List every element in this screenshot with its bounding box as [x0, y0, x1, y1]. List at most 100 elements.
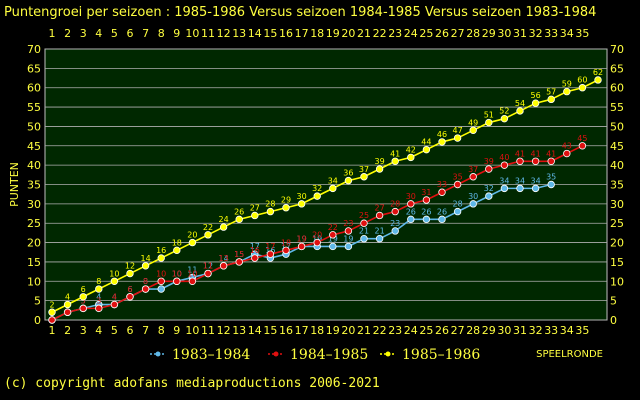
y-tick-label-right: 0 — [610, 314, 617, 327]
data-point — [578, 142, 587, 150]
data-label: 27 — [250, 203, 260, 212]
data-label: 8 — [143, 277, 148, 286]
data-point — [547, 157, 555, 165]
data-label: 4 — [112, 293, 117, 302]
data-point — [547, 180, 555, 189]
x-tick-label-top: 7 — [142, 27, 149, 40]
y-tick-label-right: 55 — [610, 101, 624, 114]
x-axis-label: SPEELRONDE — [536, 349, 603, 360]
data-label: 30 — [297, 192, 307, 201]
data-label: 18 — [172, 238, 182, 247]
data-point — [500, 114, 509, 123]
x-tick-label-top: 1 — [49, 27, 56, 40]
data-point — [422, 196, 431, 204]
legend-label: 1985–1986 — [402, 347, 480, 363]
data-point — [204, 269, 212, 278]
x-tick-label-top: 17 — [295, 27, 309, 40]
data-label: 42 — [406, 145, 416, 154]
data-label: 24 — [219, 215, 229, 224]
x-tick-label-top: 12 — [217, 27, 231, 40]
data-label: 12 — [203, 262, 213, 271]
data-point — [469, 126, 477, 134]
data-label: 30 — [406, 192, 416, 201]
x-tick-label-bottom: 19 — [326, 324, 340, 337]
data-label: 40 — [499, 153, 509, 162]
data-label: 26 — [437, 207, 447, 216]
copyright-text: (c) copyright adofans mediaproductions 2… — [4, 376, 380, 391]
data-label: 46 — [437, 130, 447, 139]
data-point — [282, 204, 290, 212]
data-point — [391, 157, 399, 165]
data-label: 35 — [546, 173, 556, 182]
data-label: 10 — [172, 269, 182, 278]
y-tick-label-left: 15 — [27, 256, 41, 269]
y-tick-label-left: 30 — [27, 198, 41, 211]
y-tick-label-left: 0 — [34, 314, 41, 327]
data-point — [329, 184, 337, 193]
data-label: 39 — [375, 157, 385, 166]
legend-label: 1983–1984 — [172, 347, 250, 363]
x-tick-label-bottom: 15 — [263, 324, 277, 337]
data-label: 28 — [265, 200, 275, 209]
data-point — [141, 262, 150, 270]
data-label: 56 — [531, 91, 541, 100]
data-label: 10 — [172, 269, 182, 278]
data-label: 41 — [515, 149, 525, 158]
data-label: 45 — [577, 134, 587, 143]
data-label: 36 — [343, 169, 353, 178]
x-tick-label-bottom: 20 — [341, 324, 355, 337]
data-label: 16 — [156, 246, 166, 255]
y-axis-label: PUNTEN — [8, 162, 21, 207]
data-label: 17 — [250, 242, 260, 251]
data-point — [313, 192, 321, 200]
data-point — [329, 242, 337, 251]
x-tick-label-top: 33 — [544, 27, 558, 40]
x-tick-label-top: 5 — [111, 27, 118, 40]
x-tick-label-top: 10 — [185, 27, 199, 40]
x-tick-label-top: 28 — [466, 27, 480, 40]
data-point — [219, 262, 228, 270]
data-label: 35 — [453, 173, 463, 182]
y-tick-label-right: 15 — [610, 256, 624, 269]
data-label: 4 — [96, 293, 101, 302]
data-label: 15 — [234, 250, 244, 259]
x-tick-label-top: 19 — [326, 27, 340, 40]
data-point — [547, 95, 555, 104]
data-point — [204, 231, 212, 239]
data-label: 28 — [453, 200, 463, 209]
data-label: 52 — [499, 107, 509, 116]
data-label: 10 — [156, 269, 166, 278]
x-tick-label-bottom: 17 — [295, 324, 309, 337]
data-label: 30 — [468, 192, 478, 201]
data-label: 20 — [312, 231, 322, 240]
data-point — [360, 234, 368, 243]
y-tick-label-left: 45 — [27, 140, 41, 153]
x-tick-label-top: 16 — [279, 27, 293, 40]
data-point — [407, 215, 415, 224]
x-tick-label-bottom: 16 — [279, 324, 293, 337]
x-tick-label-top: 25 — [419, 27, 433, 40]
data-point — [329, 231, 337, 239]
data-label: 19 — [297, 234, 307, 243]
x-tick-label-bottom: 9 — [173, 324, 180, 337]
data-label: 25 — [359, 211, 369, 220]
x-tick-label-top: 24 — [404, 27, 418, 40]
data-point — [251, 254, 259, 262]
y-tick-label-right: 10 — [610, 275, 624, 288]
data-label: 33 — [437, 180, 447, 189]
x-tick-label-bottom: 1 — [49, 324, 56, 337]
y-tick-label-right: 50 — [610, 120, 624, 133]
data-point — [453, 207, 462, 216]
x-tick-label-bottom: 26 — [435, 324, 449, 337]
data-label: 19 — [343, 234, 353, 243]
data-point — [594, 76, 602, 84]
x-tick-label-bottom: 11 — [201, 324, 215, 337]
data-point — [422, 145, 431, 154]
data-point — [141, 285, 150, 293]
y-tick-label-left: 35 — [27, 179, 41, 192]
data-label: 57 — [546, 87, 556, 96]
data-point — [79, 293, 87, 301]
data-label: 3 — [96, 296, 101, 305]
data-point — [110, 277, 119, 285]
data-point — [438, 188, 446, 196]
